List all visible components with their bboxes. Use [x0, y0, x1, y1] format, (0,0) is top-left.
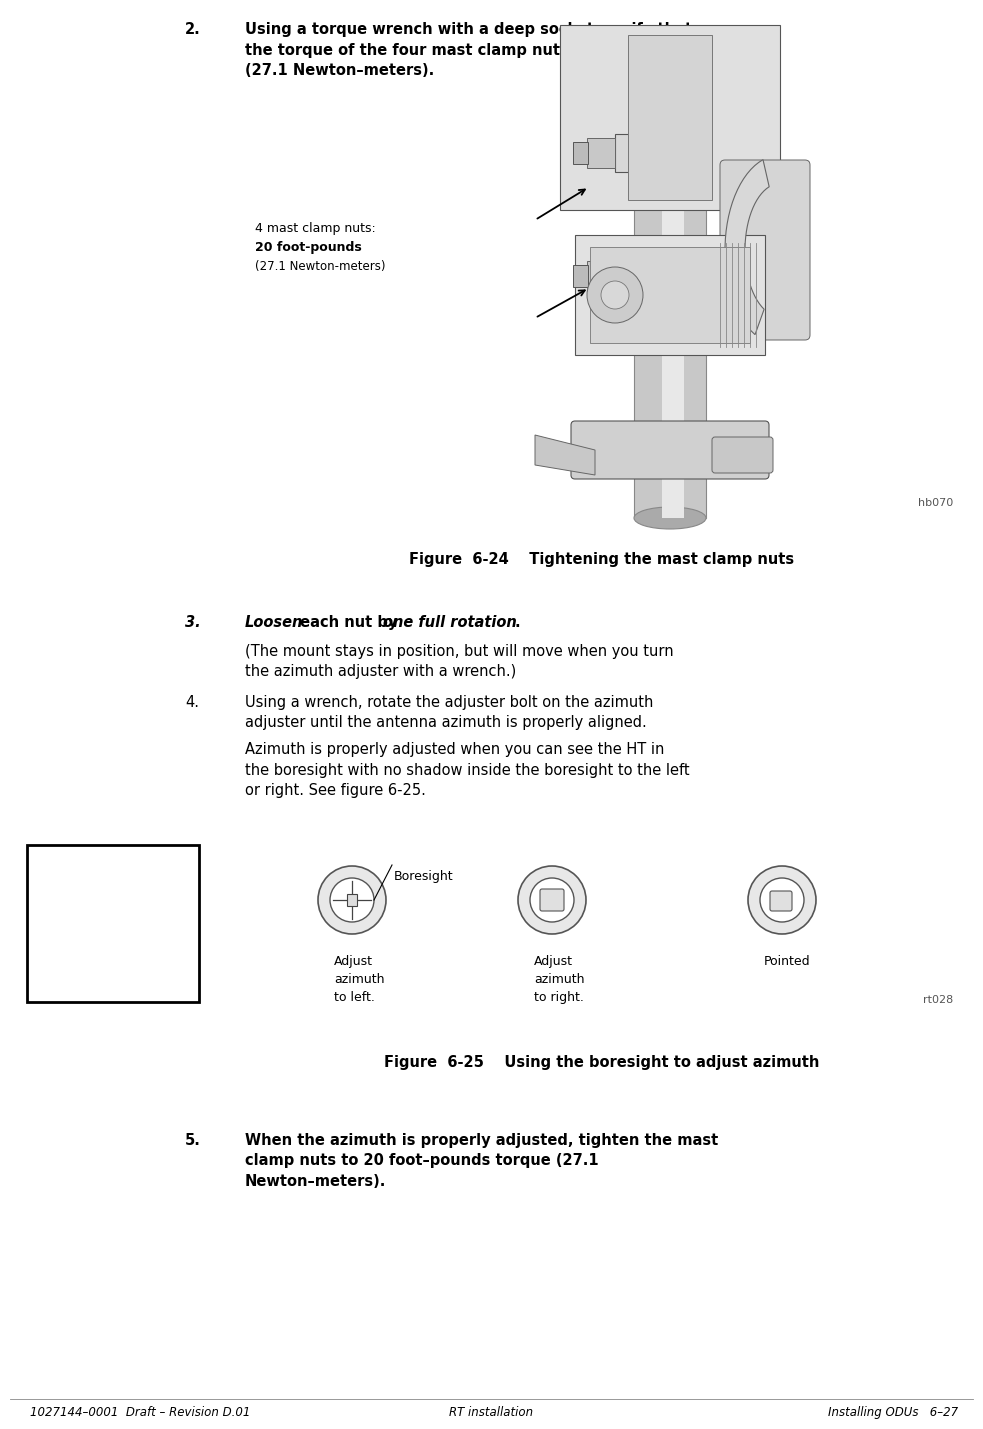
FancyBboxPatch shape: [571, 422, 769, 479]
Text: the boresight with no shadow inside the boresight to the left: the boresight with no shadow inside the …: [245, 763, 690, 777]
Text: Using a wrench, rotate the adjuster bolt on the azimuth: Using a wrench, rotate the adjuster bolt…: [245, 694, 654, 710]
Text: Boresight: Boresight: [394, 870, 453, 883]
Text: 2.: 2.: [185, 21, 201, 37]
Circle shape: [601, 282, 629, 309]
Text: 4 mast clamp nuts:: 4 mast clamp nuts:: [255, 221, 376, 234]
Bar: [347, 895, 357, 906]
Text: Figure  6-25    Using the boresight to adjust azimuth: Figure 6-25 Using the boresight to adjus…: [383, 1055, 819, 1070]
Text: to left.: to left.: [334, 990, 375, 1005]
Polygon shape: [535, 434, 595, 474]
Text: Installing ODUs   6–27: Installing ODUs 6–27: [828, 1406, 958, 1419]
Text: the torque of the four mast clamp nuts is 20 foot–pounds: the torque of the four mast clamp nuts i…: [245, 43, 720, 57]
Circle shape: [330, 877, 374, 922]
FancyBboxPatch shape: [720, 160, 810, 340]
Bar: [634, 89, 706, 517]
Text: hb070: hb070: [918, 497, 953, 507]
Text: each nut by: each nut by: [295, 614, 402, 630]
Circle shape: [518, 866, 586, 935]
Text: Adjust: Adjust: [534, 955, 573, 967]
Text: (27.1 Newton–meters).: (27.1 Newton–meters).: [245, 63, 434, 79]
Text: Figure  6-24    Tightening the mast clamp nuts: Figure 6-24 Tightening the mast clamp nu…: [409, 552, 794, 567]
Text: Pointed: Pointed: [764, 955, 811, 967]
Bar: [573, 264, 588, 287]
Bar: [615, 134, 705, 171]
Text: 4.: 4.: [185, 694, 199, 710]
Text: (The mount stays in position, but will move when you turn: (The mount stays in position, but will m…: [245, 643, 673, 659]
Text: to right.: to right.: [534, 990, 584, 1005]
Ellipse shape: [634, 507, 706, 529]
Bar: [615, 257, 705, 294]
Text: azimuth: azimuth: [334, 973, 384, 986]
Text: RT installation: RT installation: [449, 1406, 534, 1419]
Text: adjuster until the antenna azimuth is properly aligned.: adjuster until the antenna azimuth is pr…: [245, 716, 647, 730]
Bar: [628, 34, 712, 200]
Text: .: .: [515, 614, 521, 630]
Text: 5.: 5.: [185, 1133, 201, 1147]
Text: azimuth: azimuth: [534, 973, 585, 986]
Text: When the azimuth is properly adjusted, tighten the mast: When the azimuth is properly adjusted, t…: [245, 1133, 719, 1147]
Bar: [27, 845, 199, 1002]
FancyBboxPatch shape: [712, 437, 773, 473]
Text: clamp nuts to 20 foot–pounds torque (27.1: clamp nuts to 20 foot–pounds torque (27.…: [245, 1153, 599, 1169]
FancyBboxPatch shape: [540, 889, 564, 912]
Text: Adjust: Adjust: [334, 955, 373, 967]
Circle shape: [530, 877, 574, 922]
Bar: [575, 234, 765, 354]
Text: 20 foot-pounds: 20 foot-pounds: [255, 242, 362, 254]
Text: Azimuth is properly adjusted when you can see the HT in: Azimuth is properly adjusted when you ca…: [245, 742, 665, 757]
Text: one full rotation: one full rotation: [383, 614, 517, 630]
Text: Graphic to be: Graphic to be: [44, 903, 181, 920]
Bar: [662, 89, 684, 517]
Circle shape: [748, 866, 816, 935]
Circle shape: [587, 267, 643, 323]
Text: or right. See figure 6-25.: or right. See figure 6-25.: [245, 783, 426, 799]
Text: Loosen: Loosen: [245, 614, 304, 630]
Polygon shape: [725, 160, 769, 334]
FancyBboxPatch shape: [770, 892, 792, 912]
Circle shape: [760, 877, 804, 922]
Ellipse shape: [634, 77, 706, 99]
Text: rt028: rt028: [923, 995, 953, 1005]
Circle shape: [318, 866, 386, 935]
Bar: [587, 262, 615, 292]
Text: (27.1 Newton-meters): (27.1 Newton-meters): [255, 260, 385, 273]
Text: Newton–meters).: Newton–meters).: [245, 1175, 386, 1189]
Text: the azimuth adjuster with a wrench.): the azimuth adjuster with a wrench.): [245, 664, 516, 679]
Text: 3.: 3.: [185, 614, 201, 630]
Text: updated.: updated.: [68, 932, 158, 949]
Text: Using a torque wrench with a deep socket, verify that: Using a torque wrench with a deep socket…: [245, 21, 692, 37]
Text: 1027144–0001  Draft – Revision D.01: 1027144–0001 Draft – Revision D.01: [30, 1406, 251, 1419]
Bar: [560, 24, 780, 210]
Bar: [590, 247, 750, 343]
Bar: [573, 141, 588, 164]
Bar: [587, 139, 615, 169]
